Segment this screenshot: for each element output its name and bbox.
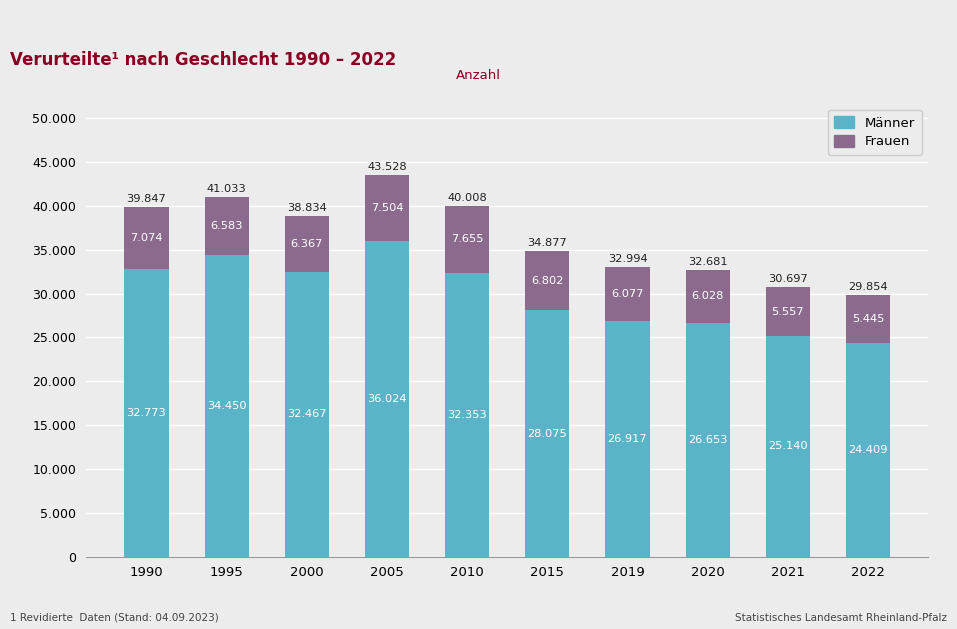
Text: 39.847: 39.847	[126, 194, 167, 204]
Bar	[365, 241, 409, 557]
Text: 28.075: 28.075	[527, 428, 568, 438]
Text: 6.367: 6.367	[291, 239, 323, 249]
Text: 38.834: 38.834	[287, 203, 326, 213]
Bar	[525, 311, 569, 557]
Bar	[445, 273, 489, 557]
Text: 30.697: 30.697	[768, 274, 808, 284]
Bar	[285, 272, 329, 557]
Bar	[606, 267, 650, 321]
Text: 5.557: 5.557	[771, 307, 804, 317]
Text: 24.409: 24.409	[848, 445, 888, 455]
Text: 7.074: 7.074	[130, 233, 163, 243]
Bar	[205, 197, 249, 255]
Text: 26.917: 26.917	[608, 433, 647, 443]
Text: 41.033: 41.033	[207, 184, 247, 194]
Text: 6.583: 6.583	[211, 221, 243, 231]
Text: 32.773: 32.773	[126, 408, 167, 418]
Text: 6.802: 6.802	[531, 276, 564, 286]
Bar	[766, 336, 810, 557]
Text: 40.008: 40.008	[447, 192, 487, 203]
Bar	[285, 216, 329, 272]
Bar	[124, 269, 168, 557]
Text: 34.877: 34.877	[527, 238, 568, 248]
Text: 36.024: 36.024	[367, 394, 407, 404]
Bar	[846, 295, 890, 343]
Bar	[685, 323, 729, 557]
Text: 25.140: 25.140	[768, 442, 808, 452]
Text: 32.994: 32.994	[608, 254, 647, 264]
Bar	[766, 287, 810, 336]
Text: 1 Revidierte  Daten (Stand: 04.09.2023): 1 Revidierte Daten (Stand: 04.09.2023)	[10, 613, 218, 623]
Text: Statistisches Landesamt Rheinland-Pfalz: Statistisches Landesamt Rheinland-Pfalz	[735, 613, 947, 623]
Text: 5.445: 5.445	[852, 314, 884, 324]
Bar	[205, 255, 249, 557]
Text: 29.854: 29.854	[848, 282, 888, 292]
Legend: Männer, Frauen: Männer, Frauen	[828, 109, 922, 155]
Text: 32.681: 32.681	[688, 257, 727, 267]
Text: 26.653: 26.653	[688, 435, 727, 445]
Bar	[525, 251, 569, 311]
Text: 34.450: 34.450	[207, 401, 247, 411]
Text: 7.655: 7.655	[451, 235, 483, 245]
Text: 6.077: 6.077	[612, 289, 644, 299]
Text: Anzahl: Anzahl	[456, 69, 501, 82]
Bar	[846, 343, 890, 557]
Text: 6.028: 6.028	[692, 291, 723, 301]
Text: 43.528: 43.528	[367, 162, 407, 172]
Bar	[606, 321, 650, 557]
Text: Verurteilte¹ nach Geschlecht 1990 – 2022: Verurteilte¹ nach Geschlecht 1990 – 2022	[10, 51, 396, 69]
Bar	[124, 207, 168, 269]
Text: 32.353: 32.353	[447, 410, 487, 420]
Text: 32.467: 32.467	[287, 409, 326, 420]
Bar	[685, 270, 729, 323]
Text: 7.504: 7.504	[370, 203, 403, 213]
Bar	[365, 175, 409, 241]
Bar	[445, 206, 489, 273]
